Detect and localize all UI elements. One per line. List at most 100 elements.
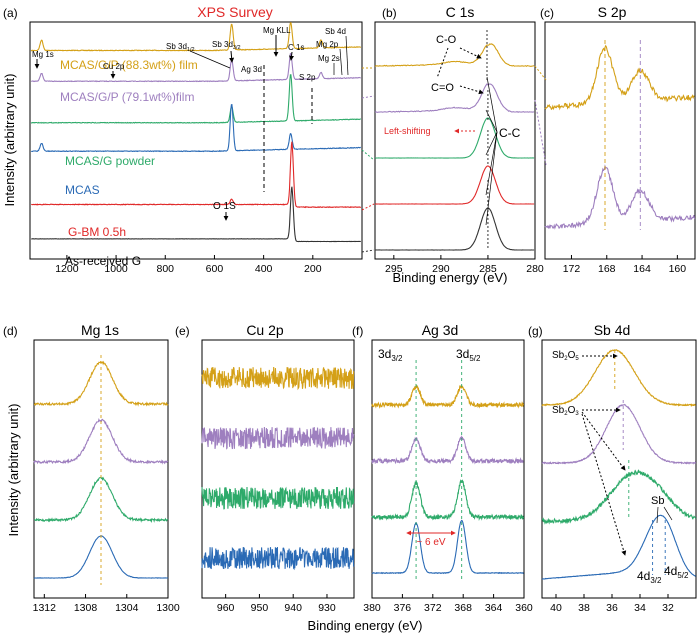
xtick-label-a-2: 800 xyxy=(156,263,174,275)
leader-cc-5 xyxy=(485,131,498,226)
ann-3d52: 3d5/2 xyxy=(456,347,481,363)
ann-sb: Sb xyxy=(651,495,664,507)
connector-a-b-3 xyxy=(361,149,375,161)
leader-sb2o3-3 xyxy=(581,413,627,556)
ann-sb2o5: Sb2O5 xyxy=(552,350,579,362)
xtick-label-e-1: 950 xyxy=(251,602,269,614)
panel-label-c: (c) xyxy=(540,6,554,20)
xlabel-top: Binding energy (eV) xyxy=(393,270,508,285)
ann-sb3d32: Sb 3d3/2 xyxy=(212,40,241,51)
xtick-label-g-4: 32 xyxy=(662,602,674,614)
b-line-2 xyxy=(374,117,535,159)
ylabel-top: Intensity (arbitrary unit) xyxy=(2,74,17,207)
xtick-label-e-2: 940 xyxy=(284,602,302,614)
leader-co xyxy=(459,47,482,59)
leader-cc-3 xyxy=(485,131,498,156)
xtick-label-a-3: 600 xyxy=(206,263,224,275)
xtick-label-c-3: 160 xyxy=(669,263,687,275)
series-label-powder: MCAS/G powder xyxy=(65,154,155,168)
xtick-label-e-0: 960 xyxy=(217,602,235,614)
g-line-0 xyxy=(541,349,696,407)
f-line-2 xyxy=(371,479,525,522)
connector-a-b-2 xyxy=(361,95,375,99)
b-line-0 xyxy=(374,43,535,67)
xtick-label-a-1: 1000 xyxy=(104,263,128,275)
ann-mgkll: Mg KLL xyxy=(263,26,291,35)
xtick-label-g-0: 40 xyxy=(550,602,562,614)
c-line-1 xyxy=(544,164,696,230)
leader-cc-4 xyxy=(485,131,498,196)
title-f: Ag 3d xyxy=(422,322,459,338)
xtick-label-c-1: 168 xyxy=(598,263,616,275)
xtick-label-g-2: 36 xyxy=(606,602,618,614)
ann-mg2s: Mg 2s xyxy=(318,54,340,63)
ann-o1s: O 1S xyxy=(213,201,236,212)
leader-co-2 xyxy=(436,47,449,79)
tick-layer: 1200 1000 800 600 400 200 295 290 285 280 172 168 16… xyxy=(33,255,687,614)
xtick-label-d-0: 1312 xyxy=(33,602,57,614)
leader-sb2o3-2 xyxy=(581,411,626,471)
title-d: Mg 1s xyxy=(81,322,119,338)
xtick-label-f-0: 380 xyxy=(363,602,381,614)
ann-cc: C-C xyxy=(499,126,521,140)
title-g: Sb 4d xyxy=(594,322,631,338)
e-line-1 xyxy=(201,426,355,450)
ann-sb3d12: Sb 3d1/2 xyxy=(166,42,195,53)
connector-a-b-5 xyxy=(361,249,375,253)
curve-layer xyxy=(30,22,697,585)
frame-c xyxy=(544,21,696,260)
ylabel-bottom: Intensity (arbitrary unit) xyxy=(6,404,21,537)
frame-g xyxy=(541,339,697,599)
xtick-label-f-2: 372 xyxy=(424,602,442,614)
series-label-79: MCAS/G/P (79.1wt%)film xyxy=(60,90,194,104)
ann-4d32: 4d3/2 xyxy=(637,569,662,585)
ann-c1s: C 1s xyxy=(288,43,304,52)
arrow-sb3d32 xyxy=(229,50,235,63)
xtick-label-g-3: 34 xyxy=(634,602,646,614)
leader-sb3d12 xyxy=(189,50,231,69)
xtick-label-g-1: 38 xyxy=(578,602,590,614)
d-line-1 xyxy=(33,417,169,465)
ann-4d52: 4d5/2 xyxy=(664,564,689,580)
panel-label-f: (f) xyxy=(352,324,363,338)
panel-label-a: (a) xyxy=(3,6,18,20)
series-label-mcas: MCAS xyxy=(65,183,100,197)
title-a: XPS Survey xyxy=(197,4,272,20)
leader-cc-1 xyxy=(486,76,498,133)
xtick-label-b-3: 280 xyxy=(526,263,544,275)
e-line-2 xyxy=(201,486,355,510)
survey-line-0 xyxy=(30,22,362,52)
xtick-label-d-3: 1300 xyxy=(156,602,180,614)
ann-mg2p: Mg 2p xyxy=(316,40,339,49)
ann-co: C-O xyxy=(436,34,457,46)
xtick-label-a-4: 400 xyxy=(255,263,273,275)
ann-c-double-o: C=O xyxy=(431,82,454,94)
c-line-0 xyxy=(544,44,695,111)
frame-e xyxy=(201,339,355,599)
series-label-88: MCAS/G/P (88.3wt%) film xyxy=(60,58,198,72)
xtick-label-a-0: 1200 xyxy=(55,263,79,275)
ann-mg1s: Mg 1s xyxy=(32,50,54,59)
leader-mg2p xyxy=(339,48,343,76)
series-label-asreceived: As-received G xyxy=(65,254,141,268)
title-e: Cu 2p xyxy=(246,322,284,338)
xtick-label-f-4: 364 xyxy=(485,602,503,614)
panel-label-e: (e) xyxy=(175,324,190,338)
g-line-2 xyxy=(541,469,697,525)
xtick-label-b-0: 295 xyxy=(385,263,403,275)
leader-sb4d xyxy=(345,35,349,76)
g-line-1 xyxy=(541,403,697,465)
f-line-3 xyxy=(371,519,524,575)
leader-cdo xyxy=(459,85,484,95)
ann-sb4d: Sb 4d xyxy=(325,27,346,36)
e-line-3 xyxy=(201,546,355,571)
leader-cc-2 xyxy=(485,109,498,133)
xlabel-bottom: Binding energy (eV) xyxy=(308,618,423,633)
b-line-4 xyxy=(374,207,535,251)
e-line-0 xyxy=(201,366,355,391)
g-line-3 xyxy=(541,514,696,580)
xtick-label-f-1: 376 xyxy=(394,602,412,614)
b-line-3 xyxy=(374,165,535,205)
survey-line-2 xyxy=(30,74,362,124)
xtick-label-b-2: 285 xyxy=(479,263,497,275)
